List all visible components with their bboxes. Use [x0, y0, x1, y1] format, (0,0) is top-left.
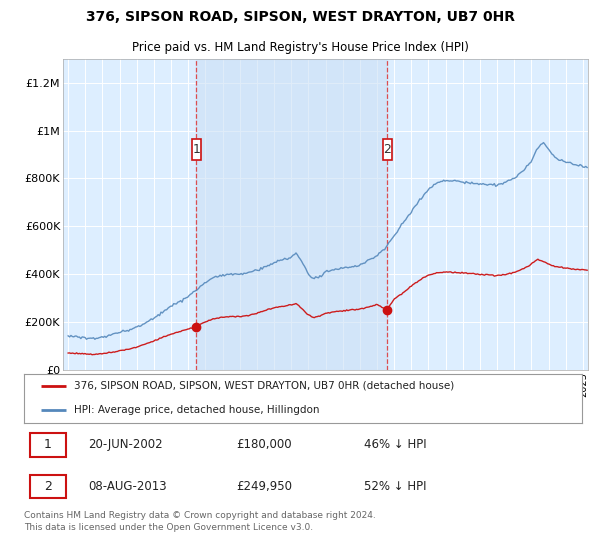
Text: £180,000: £180,000	[236, 438, 292, 451]
Text: HPI: Average price, detached house, Hillingdon: HPI: Average price, detached house, Hill…	[74, 405, 320, 416]
Text: 1: 1	[44, 438, 52, 451]
FancyBboxPatch shape	[191, 139, 201, 160]
FancyBboxPatch shape	[29, 475, 66, 498]
Text: 2: 2	[44, 480, 52, 493]
FancyBboxPatch shape	[29, 433, 66, 456]
Text: 1: 1	[193, 143, 200, 156]
Text: 376, SIPSON ROAD, SIPSON, WEST DRAYTON, UB7 0HR (detached house): 376, SIPSON ROAD, SIPSON, WEST DRAYTON, …	[74, 381, 454, 391]
Text: 376, SIPSON ROAD, SIPSON, WEST DRAYTON, UB7 0HR: 376, SIPSON ROAD, SIPSON, WEST DRAYTON, …	[86, 11, 515, 25]
Text: 20-JUN-2002: 20-JUN-2002	[88, 438, 163, 451]
Text: Price paid vs. HM Land Registry's House Price Index (HPI): Price paid vs. HM Land Registry's House …	[131, 41, 469, 54]
Text: Contains HM Land Registry data © Crown copyright and database right 2024.
This d: Contains HM Land Registry data © Crown c…	[24, 511, 376, 532]
Bar	[196, 59, 387, 370]
Text: £249,950: £249,950	[236, 480, 292, 493]
Text: 08-AUG-2013: 08-AUG-2013	[88, 480, 167, 493]
FancyBboxPatch shape	[383, 139, 392, 160]
Text: 2: 2	[383, 143, 391, 156]
Text: 52% ↓ HPI: 52% ↓ HPI	[364, 480, 427, 493]
Text: 46% ↓ HPI: 46% ↓ HPI	[364, 438, 427, 451]
